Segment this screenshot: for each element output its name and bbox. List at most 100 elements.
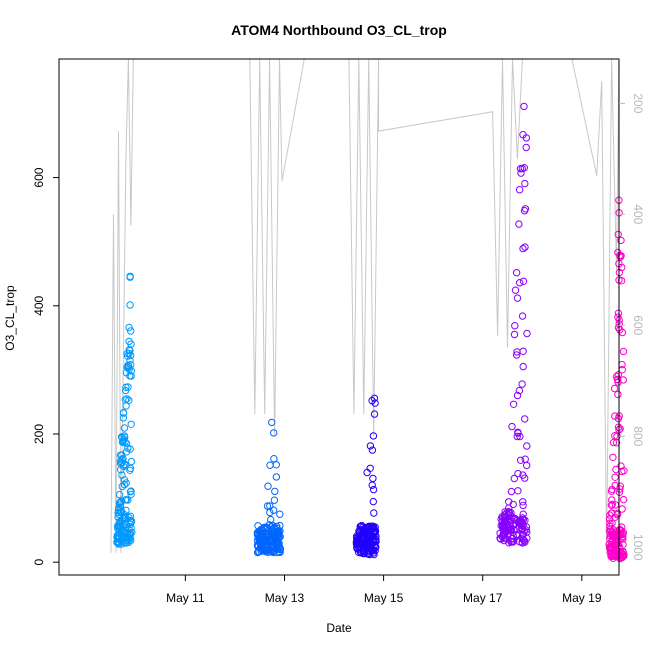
data-point — [127, 372, 135, 380]
data-point — [272, 461, 280, 469]
data-point — [118, 507, 126, 516]
y-tick-label: 400 — [32, 295, 46, 315]
data-point — [122, 496, 131, 504]
data-point — [616, 253, 625, 261]
y-tick-label: 200 — [32, 424, 46, 444]
data-point — [120, 424, 129, 432]
pressure-profile-layer — [110, 59, 619, 553]
y2-tick-label: 400 — [631, 204, 645, 224]
data-point — [617, 236, 625, 245]
data-point — [118, 517, 126, 525]
data-point — [353, 543, 361, 552]
data-point — [607, 487, 616, 495]
data-point — [614, 230, 622, 239]
data-point — [369, 432, 378, 440]
y2-tick-label: 1000 — [631, 534, 645, 561]
data-point — [519, 501, 527, 510]
data-point — [121, 460, 129, 468]
data-point — [516, 520, 525, 528]
data-point — [120, 476, 129, 484]
data-point — [365, 522, 373, 530]
data-point — [371, 399, 379, 407]
chart-title: ATOM4 Northbound O3_CL_trop — [231, 22, 447, 38]
data-point — [520, 527, 528, 535]
data-point — [505, 504, 513, 512]
data-point — [521, 516, 529, 524]
data-point — [505, 509, 514, 517]
data-point — [520, 207, 529, 215]
data-point — [265, 521, 273, 529]
data-point — [270, 496, 279, 504]
data-point — [608, 500, 616, 508]
y-tick-label: 600 — [32, 167, 46, 187]
data-point — [117, 459, 125, 468]
data-point — [609, 453, 617, 461]
data-point — [123, 395, 131, 403]
data-point — [616, 485, 624, 493]
data-point — [127, 327, 135, 335]
data-point — [365, 543, 373, 551]
plot-frame — [58, 58, 620, 576]
data-point — [619, 347, 628, 356]
data-point — [515, 220, 523, 228]
data-point — [126, 466, 134, 474]
data-point — [369, 485, 378, 494]
data-point — [517, 517, 525, 525]
data-point — [127, 524, 135, 532]
data-point — [370, 509, 378, 517]
data-point — [514, 469, 522, 478]
data-point — [369, 497, 377, 506]
data-point — [357, 548, 365, 556]
data-point — [614, 313, 622, 321]
data-point — [518, 312, 527, 320]
y2-tick-label: 600 — [631, 315, 645, 335]
data-point — [510, 330, 519, 339]
data-point — [513, 351, 521, 359]
data-point — [610, 384, 619, 393]
data-point — [253, 529, 262, 537]
data-point — [521, 455, 529, 463]
data-point — [516, 165, 525, 173]
data-point — [619, 541, 627, 549]
data-point — [516, 432, 524, 441]
data-point — [519, 471, 527, 479]
data-point — [617, 526, 625, 535]
data-point — [606, 519, 614, 527]
flight-series-4 — [496, 102, 531, 547]
data-point — [507, 487, 516, 496]
data-point — [368, 481, 376, 489]
data-point — [513, 348, 521, 356]
data-point — [369, 474, 377, 483]
data-point — [122, 402, 130, 410]
data-point — [273, 548, 281, 557]
x-tick-label: May 15 — [364, 591, 404, 605]
data-point — [274, 531, 283, 539]
data-point — [125, 365, 133, 373]
data-point — [611, 513, 619, 521]
data-point — [116, 527, 124, 535]
data-point — [113, 533, 122, 541]
data-point — [125, 514, 133, 522]
data-point — [619, 495, 628, 504]
data-point — [127, 420, 135, 428]
data-point — [512, 269, 521, 277]
data-point — [606, 549, 614, 557]
data-point — [518, 380, 526, 388]
data-point — [259, 531, 267, 539]
data-point — [614, 309, 623, 317]
data-point — [113, 538, 121, 546]
data-point — [125, 323, 133, 332]
data-point — [272, 473, 281, 481]
data-point — [611, 432, 619, 440]
data-point — [124, 444, 132, 452]
data-point — [511, 286, 520, 294]
data-point — [268, 418, 276, 427]
data-point — [266, 461, 274, 469]
data-point — [126, 520, 135, 528]
data-point — [123, 363, 131, 371]
data-point — [370, 394, 379, 402]
data-point — [364, 532, 372, 541]
data-point — [115, 499, 124, 507]
data-point — [361, 547, 369, 555]
data-point — [614, 378, 622, 386]
